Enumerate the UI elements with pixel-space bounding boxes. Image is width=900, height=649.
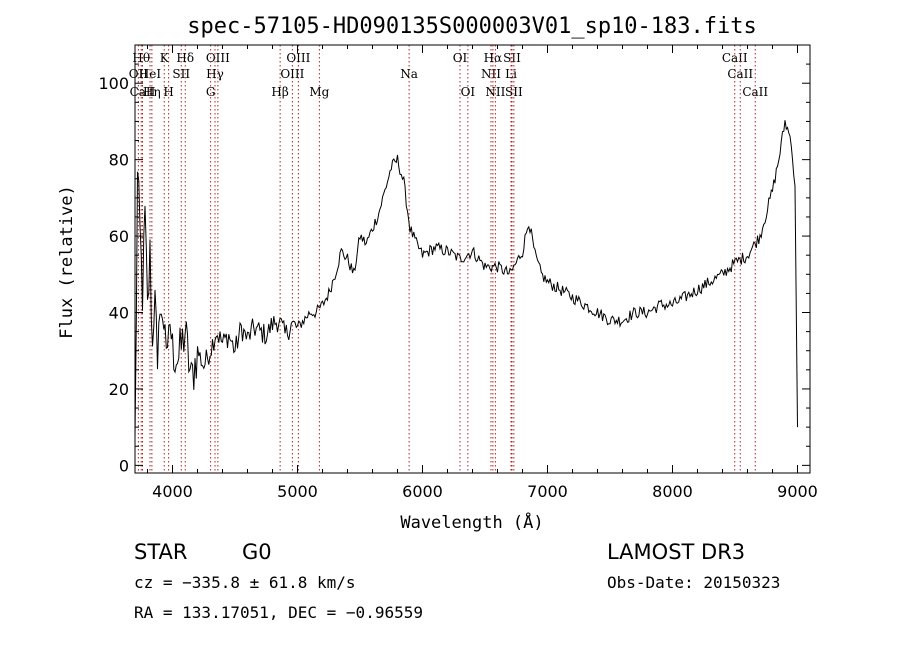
axes: 4000 5000 6000 7000 8000 9000 0 20 40 60 80 100: [98, 44, 818, 501]
line-marker-label: Li: [505, 67, 517, 81]
y-tick-label: 40: [109, 304, 129, 323]
line-marker-label: OI: [453, 51, 468, 65]
chart-title: spec-57105-HD090135S000003V01_sp10-183.f…: [187, 14, 757, 39]
y-tick-label: 20: [109, 380, 129, 399]
y-tick-label: 60: [109, 227, 129, 246]
line-marker-label: OI: [461, 85, 476, 99]
obs-date: Obs-Date: 20150323: [607, 573, 781, 592]
redshift-value: cz = −335.8 ± 61.8 km/s: [134, 573, 356, 592]
y-tick-label: 0: [119, 456, 129, 475]
line-marker-label: K: [160, 51, 170, 65]
x-tick-label: 6000: [402, 482, 443, 501]
line-marker-label: SII: [503, 51, 521, 65]
line-marker-label: HeI: [139, 67, 162, 81]
line-marker-label: NII: [485, 85, 505, 99]
line-marker-label: CaII: [742, 85, 768, 99]
survey-name: LAMOST DR3: [607, 540, 746, 564]
spectrum-line: [134, 120, 798, 438]
line-marker-label: CaII: [130, 85, 156, 99]
line-marker-label: OIII: [280, 67, 304, 81]
line-marker-label: Na: [400, 67, 418, 81]
plot-area: [134, 120, 798, 438]
y-tick-label: 100: [98, 74, 129, 93]
line-marker-label: H: [163, 85, 173, 99]
x-tick-label: 8000: [652, 482, 693, 501]
line-marker-label: NII: [481, 67, 501, 81]
x-tick-label: 4000: [152, 482, 193, 501]
x-axis-label: Wavelength (Å): [400, 511, 543, 533]
line-marker-label: OIII: [206, 51, 230, 65]
line-marker-label: G: [206, 85, 216, 99]
line-marker-label: SII: [505, 85, 523, 99]
line-marker-label: SII: [172, 67, 190, 81]
plot-frame: [134, 44, 811, 474]
coordinates: RA = 133.17051, DEC = −0.96559: [134, 603, 423, 622]
line-marker-label: Hθ: [132, 51, 150, 65]
line-marker-label: Hδ: [176, 51, 194, 65]
line-marker-label: CaII: [722, 51, 748, 65]
y-tick-label: 80: [109, 151, 129, 170]
x-tick-label: 7000: [527, 482, 568, 501]
subclass: G0: [242, 540, 272, 564]
line-marker-label: CaII: [727, 67, 753, 81]
line-marker-label: Mg: [309, 85, 329, 99]
x-tick-label: 9000: [777, 482, 818, 501]
line-marker-label: Hα: [484, 51, 503, 65]
y-axis-label: Flux (relative): [57, 185, 77, 339]
x-tick-label: 5000: [277, 482, 318, 501]
line-marker-label: OIII: [286, 51, 310, 65]
line-marker-label: Hβ: [271, 85, 288, 99]
line-marker-label: Hγ: [206, 67, 224, 81]
line-marker-label: Hη: [143, 85, 161, 99]
line-marker-label: OII: [129, 67, 149, 81]
object-type: STAR: [134, 540, 188, 564]
